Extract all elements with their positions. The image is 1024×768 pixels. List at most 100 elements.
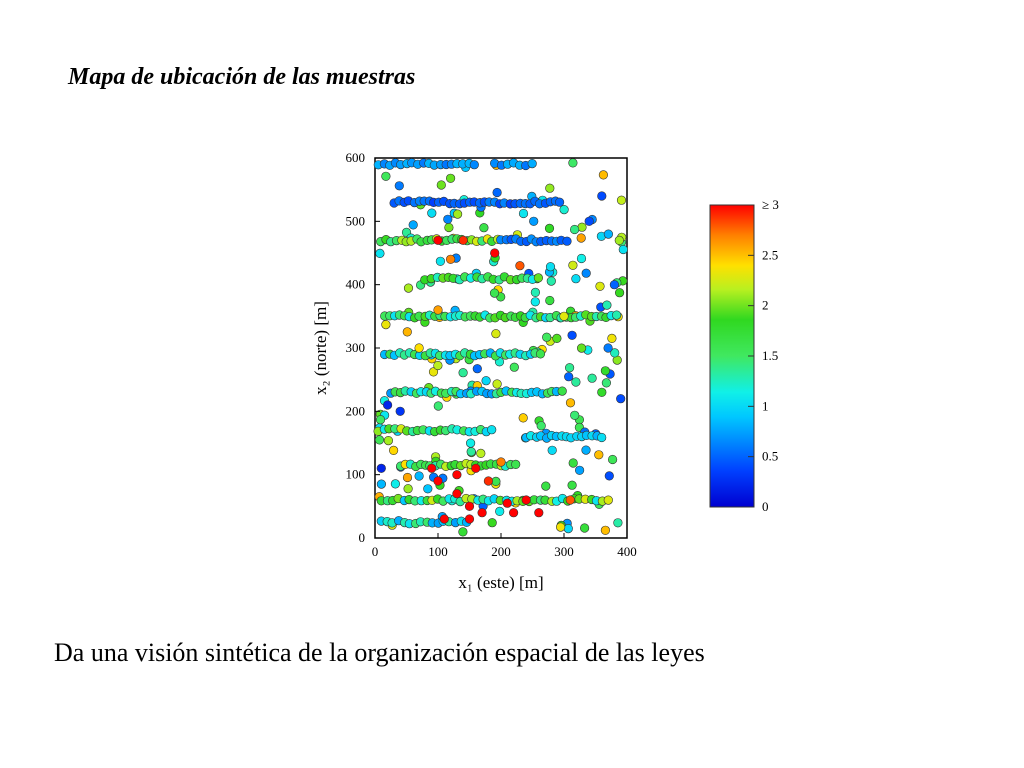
sample-point: [433, 360, 443, 371]
y-tick-label: 200: [346, 403, 366, 418]
sample-point: [490, 248, 500, 258]
sample-point: [469, 160, 479, 170]
sample-point: [446, 254, 456, 264]
sample-point: [542, 332, 552, 342]
sample-point: [443, 214, 453, 224]
sample-point: [476, 448, 486, 459]
colorbar-tick-label: 1: [762, 398, 769, 413]
sample-point: [466, 447, 476, 457]
sample-point: [545, 295, 555, 306]
x-axis-ticks: 0 100 200 300 400: [372, 533, 637, 559]
sample-point: [616, 195, 627, 205]
colorbar-tick-label: 0: [762, 499, 769, 514]
sample-point: [571, 377, 581, 387]
x-tick-label: 0: [372, 544, 379, 559]
sample-point: [427, 463, 437, 473]
sample-point: [402, 327, 412, 337]
sample-point: [618, 244, 628, 255]
sample-point: [433, 235, 443, 245]
sample-point: [381, 320, 391, 330]
sample-point: [568, 260, 578, 270]
sample-point: [604, 471, 614, 481]
sample-point: [381, 171, 391, 181]
sample-point: [408, 220, 418, 230]
sample-point: [458, 527, 468, 537]
sample-point: [452, 470, 462, 480]
sample-point: [444, 222, 454, 233]
sample-point: [581, 268, 591, 278]
sample-point: [376, 479, 386, 489]
sample-point: [576, 253, 587, 264]
y-tick-label: 400: [346, 277, 366, 292]
sample-point: [556, 522, 566, 532]
sample-point: [608, 454, 618, 465]
sample-point: [527, 158, 537, 169]
sample-point: [567, 330, 577, 340]
sample-point: [570, 410, 580, 420]
sample-point: [603, 229, 614, 239]
sample-point: [376, 463, 386, 473]
sample-point: [433, 305, 443, 315]
sample-point: [568, 158, 578, 168]
sample-point: [464, 514, 475, 524]
sample-point: [487, 425, 497, 435]
sample-point: [603, 495, 613, 505]
sample-point: [607, 333, 617, 343]
sample-point: [615, 288, 625, 298]
colorbar-tick-label: 1.5: [762, 348, 778, 363]
sample-point: [530, 297, 540, 307]
sample-point: [492, 187, 502, 198]
sample-point: [453, 209, 463, 219]
y-tick-label: 300: [346, 340, 366, 355]
sample-point: [547, 445, 557, 455]
sample-point: [544, 223, 555, 233]
colorbar-tick-label: ≥ 3: [762, 197, 779, 212]
sample-point: [601, 378, 612, 388]
sample-point: [427, 208, 437, 218]
sample-point: [458, 368, 468, 378]
sample-point: [481, 376, 491, 386]
sample-point: [511, 459, 521, 470]
sample-point: [414, 471, 424, 481]
sample-point: [496, 457, 506, 467]
sample-point: [541, 481, 551, 491]
sample-point: [452, 489, 462, 499]
sample-point: [534, 508, 544, 518]
y-tick-label: 0: [359, 530, 366, 545]
sample-point: [545, 183, 555, 193]
sample-point: [433, 401, 443, 411]
sample-point: [598, 170, 609, 180]
sample-point: [597, 191, 607, 201]
sample-point: [394, 181, 404, 191]
sample-point: [428, 367, 439, 377]
sample-point: [402, 472, 413, 483]
sample-point: [471, 463, 481, 473]
sample-point: [489, 288, 500, 298]
sample-point: [487, 518, 497, 528]
y-axis-label: x₂ (norte) [m]: [311, 301, 330, 395]
sample-point: [375, 248, 385, 258]
sample-point: [597, 387, 607, 397]
sample-point: [595, 281, 605, 291]
sample-point: [492, 379, 502, 389]
sample-point: [477, 508, 487, 518]
sample-point: [559, 204, 569, 215]
y-tick-label: 600: [346, 150, 366, 165]
sample-point: [436, 180, 446, 190]
sample-point: [581, 445, 591, 455]
colorbar-tick-label: 2.5: [762, 247, 778, 262]
sample-point: [521, 495, 531, 505]
sample-point: [466, 438, 476, 448]
colorbar-gradient: [709, 204, 755, 508]
sample-point: [600, 366, 611, 376]
sample-point: [565, 495, 575, 505]
x-tick-label: 200: [491, 544, 511, 559]
sample-point: [616, 394, 626, 404]
y-tick-label: 100: [346, 467, 366, 482]
sample-point: [546, 276, 556, 286]
sample-point: [423, 484, 433, 494]
y-axis-ticks: 0 100 200 300 400 500 600: [346, 150, 380, 545]
sample-point: [509, 508, 519, 518]
sample-point: [433, 476, 443, 486]
x-tick-label: 300: [554, 544, 574, 559]
